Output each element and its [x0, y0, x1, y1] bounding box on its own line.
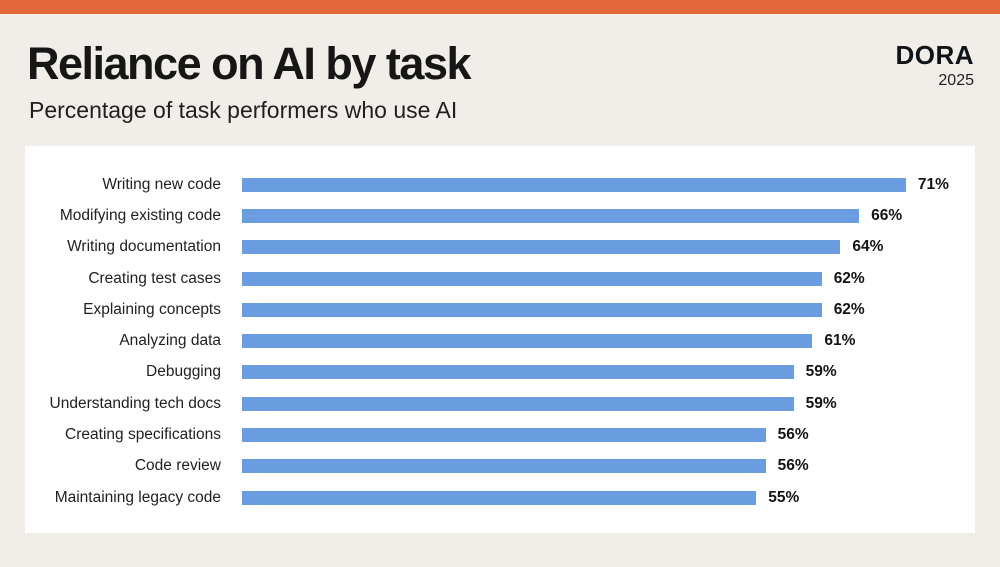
brand-logo: DORA [895, 40, 974, 70]
task-bar [242, 428, 766, 443]
task-bar [242, 208, 860, 223]
task-label: Writing new code [102, 175, 221, 193]
task-bar [242, 177, 906, 192]
chart-row: Modifying existing code 66% [25, 200, 975, 231]
task-value: 64% [852, 238, 884, 256]
task-value: 59% [805, 394, 837, 412]
task-bar [242, 271, 822, 286]
task-label: Code review [134, 457, 221, 475]
task-value: 66% [871, 206, 903, 224]
page-title: Reliance on AI by task [27, 38, 472, 89]
brand-year: 2025 [938, 72, 974, 89]
task-bar [242, 490, 757, 505]
task-label: Analyzing data [119, 332, 221, 350]
chart-row: Writing documentation 64% [25, 232, 975, 263]
task-label: Creating test cases [88, 269, 221, 287]
chart-panel: Writing new code 71% Modifying existing co… [25, 146, 975, 533]
task-bar [242, 302, 822, 317]
task-label: Writing documentation [67, 238, 221, 256]
chart-row: Explaining concepts 62% [25, 294, 975, 325]
task-bar [242, 334, 813, 349]
task-label: Explaining concepts [83, 300, 221, 318]
page-subtitle: Percentage of task performers who use AI [29, 97, 458, 123]
chart-row: Writing new code 71% [25, 169, 975, 200]
task-value: 62% [833, 300, 865, 318]
chart-row: Understanding tech docs 59% [25, 388, 975, 419]
task-label: Debugging [146, 363, 221, 381]
chart-row: Maintaining legacy code 55% [25, 482, 975, 513]
accent-top-bar [0, 0, 1000, 14]
chart-row: Code review 56% [25, 451, 975, 482]
brand-block: DORA 2025 [895, 42, 974, 90]
task-value: 56% [777, 457, 809, 475]
chart-row: Creating test cases 62% [25, 263, 975, 294]
task-bar [242, 396, 794, 411]
chart-row: Creating specifications 56% [25, 419, 975, 450]
chart-row: Analyzing data 61% [25, 325, 975, 356]
task-label: Maintaining legacy code [54, 488, 221, 506]
task-value: 55% [768, 488, 800, 506]
task-value: 61% [824, 332, 856, 350]
task-label: Understanding tech docs [49, 394, 221, 412]
task-label: Creating specifications [65, 426, 221, 444]
task-value: 59% [805, 363, 837, 381]
task-bar [242, 365, 794, 380]
task-bar [242, 459, 766, 474]
task-value: 56% [777, 426, 809, 444]
task-bar [242, 240, 841, 255]
task-value: 62% [833, 269, 865, 287]
task-value: 71% [917, 175, 949, 193]
task-label: Modifying existing code [59, 206, 221, 224]
chart-row: Debugging 59% [25, 357, 975, 388]
